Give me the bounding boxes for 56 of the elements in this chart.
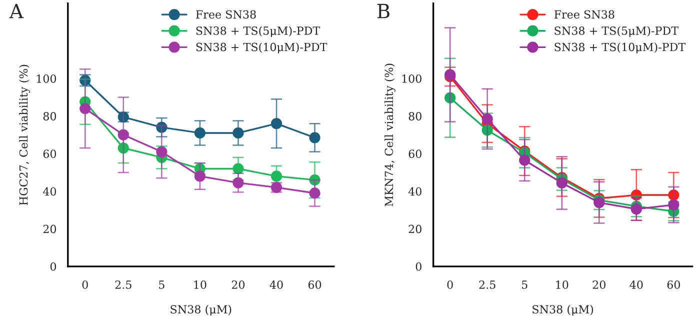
point (232, 177, 244, 188)
point (80, 103, 91, 114)
legend-label: Free SN38 (554, 10, 614, 19)
point (668, 199, 680, 210)
y-tick-label: 0 (50, 262, 56, 271)
legend-label: SN38 + TS(10μM)-PDT (196, 42, 328, 54)
point (630, 204, 642, 215)
point (232, 163, 244, 174)
x-tick-label: 2.5 (115, 280, 132, 289)
point (232, 127, 244, 139)
point (519, 154, 530, 166)
point (156, 146, 168, 158)
x-axis-title: SN38 (μM) (532, 304, 594, 316)
x-tick-label: 10 (194, 280, 206, 289)
point (482, 113, 493, 124)
point (594, 196, 605, 208)
x-axis-title: SN38 (μM) (170, 304, 232, 316)
x-tick-label: 40 (630, 280, 643, 289)
point (270, 118, 282, 130)
y-tick-label: 100 (36, 74, 56, 83)
y-tick-label: 80 (43, 112, 56, 120)
x-tick-label: 10 (556, 280, 568, 289)
legend-label: SN38 + TS(5μM)-PDT (554, 26, 678, 38)
point (118, 129, 129, 140)
y-tick-label: 100 (402, 74, 422, 83)
y-tick-label: 20 (43, 224, 56, 234)
chart-title: A (9, 4, 24, 18)
x-tick-label: 5 (159, 280, 164, 289)
x-tick-label: 20 (592, 280, 606, 289)
point (309, 132, 320, 144)
legend-label: SN38 + TS(10μM)-PDT (554, 42, 686, 54)
x-tick-label: 60 (308, 280, 322, 289)
x-tick-label: 40 (270, 280, 283, 289)
x-tick-label: 0 (447, 280, 453, 289)
point (309, 188, 320, 199)
x-tick-label: 60 (667, 280, 680, 289)
chart-title: B (377, 4, 390, 18)
x-tick-label: 0 (82, 280, 88, 289)
y-tick-label: 60 (43, 150, 56, 158)
x-tick-label: 2.5 (479, 280, 496, 289)
y-axis-title: MKN74, Cell viability (%) (384, 64, 396, 206)
y-tick-label: 20 (408, 224, 422, 234)
legend-label: SN38 + TS(5μM)-PDT (196, 26, 320, 38)
point (194, 127, 206, 139)
x-tick-label: 20 (232, 280, 245, 289)
y-tick-label: 40 (42, 187, 56, 196)
y-axis-title: HGC27, Cell viability (%) (19, 64, 30, 206)
y-tick-label: 0 (416, 262, 422, 271)
point (270, 170, 282, 182)
y-tick-label: 60 (408, 150, 422, 158)
point (194, 170, 206, 182)
legend-label: Free SN38 (196, 10, 256, 19)
point (556, 177, 568, 189)
y-tick-label: 80 (408, 112, 422, 120)
x-tick-label: 5 (522, 280, 528, 289)
y-tick-label: 40 (408, 187, 422, 196)
